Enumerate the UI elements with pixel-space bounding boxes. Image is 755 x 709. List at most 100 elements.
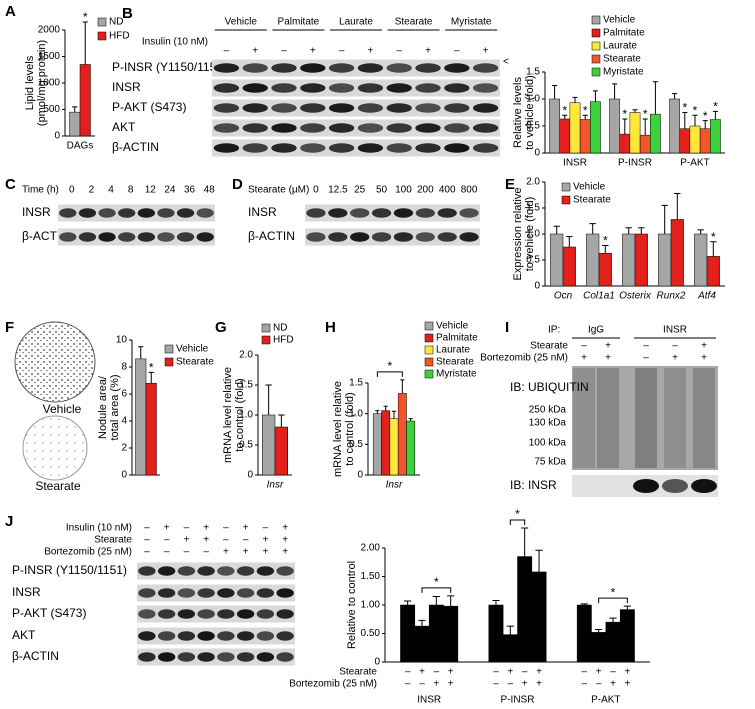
legend-swatch [561,182,571,192]
blot-band [271,63,297,73]
bar [669,98,680,154]
blot-band [197,609,215,619]
panel-label: F [5,319,14,336]
blot-band [236,588,255,598]
blot-band [138,609,156,619]
significance-star: * [83,10,88,24]
condition-value: + [252,46,258,57]
condition-value: – [184,547,190,558]
y-tick-label: 2 [121,443,127,454]
blot-band [444,83,470,93]
blot-band [236,609,255,619]
blot-band [386,123,412,133]
x-tick-label: Atf4 [697,291,716,302]
y-tick-label: 0 [534,148,540,159]
error-bar [391,410,397,419]
condition-value: + [262,535,268,546]
condition-value: 800 [461,185,478,196]
error-bar [697,229,704,234]
y-tick-label: 0.5 [526,121,540,132]
bar [502,634,518,663]
y-axis-label: Relative levels [512,77,524,148]
condition-value: + [701,341,707,352]
legend-label: Stearate [603,54,641,65]
blot-band [459,232,479,242]
blot-band [276,631,294,641]
bar [569,102,581,154]
x-tick-label: Osterix [619,291,652,302]
blot-band [633,479,659,493]
y-tick-label: 1.0 [526,229,540,240]
band-marker: < [503,57,509,68]
error-bar [400,379,405,394]
blot-band [472,63,499,73]
condition-value: – [610,667,616,678]
blot-lane [597,368,619,468]
blot-band [217,652,235,662]
condition-label: Bortezomib (25 nM) [480,353,568,364]
blot-band [472,123,499,133]
error-bar [432,595,440,605]
bracket-star: * [515,507,520,521]
error-bar [562,114,568,119]
bar [428,604,444,663]
condition-value: + [203,535,209,546]
condition-value: – [224,46,230,57]
blot-band [59,232,77,242]
blot-band [236,566,255,576]
blot-strip [305,228,480,246]
error-bar [582,114,588,120]
panel-label: H [325,319,336,336]
condition-value: – [419,679,425,690]
condition-label: Stearate (μM) [248,185,309,196]
blot-band [357,83,384,93]
legend-swatch [591,15,601,25]
blot-band [300,143,326,153]
blot-band [276,609,294,619]
y-tick-label: 0 [121,470,127,481]
blot-band [138,631,156,641]
blot-band [138,566,156,576]
error-bar [623,605,631,610]
bar [274,426,288,476]
condition-value: 200 [417,185,434,196]
legend-swatch [591,41,601,51]
condition-label: Stearate [94,535,132,546]
condition-value: + [419,667,425,678]
blot-band [306,232,326,242]
nodule-image [22,415,88,481]
blot-band [415,63,441,73]
blot-band [176,208,195,218]
condition-value: + [282,523,288,534]
error-bar [535,549,543,572]
y-axis-label: Nodule area/ [97,375,109,439]
blot-band [242,83,268,93]
bar [443,605,459,663]
blot-band [217,588,235,598]
bracket [421,587,452,593]
condition-value: – [508,679,514,690]
group-label: Vehicle [225,17,258,28]
error-bar [612,83,618,99]
mw-marker: 130 kDa [529,418,567,429]
error-bar [661,204,668,234]
blot-band [415,103,441,113]
blot-band [177,631,196,641]
bar [576,604,592,663]
blot-band [276,588,294,598]
error-bar [682,112,688,129]
blot-band [350,232,370,242]
row-label: INSR [112,80,141,94]
blot-strip [137,605,295,623]
blot-band [196,232,214,242]
blot-band [236,631,255,641]
blot-band [217,566,235,576]
condition-value: + [243,523,249,534]
blot-band [328,143,355,153]
blot-band [393,232,414,242]
y-tick-label: 0 [357,470,363,481]
error-bar [672,93,678,99]
error-bar [589,223,596,234]
blot-band [300,83,326,93]
row-label: P-INSR (Y1150/1151) [112,60,227,74]
